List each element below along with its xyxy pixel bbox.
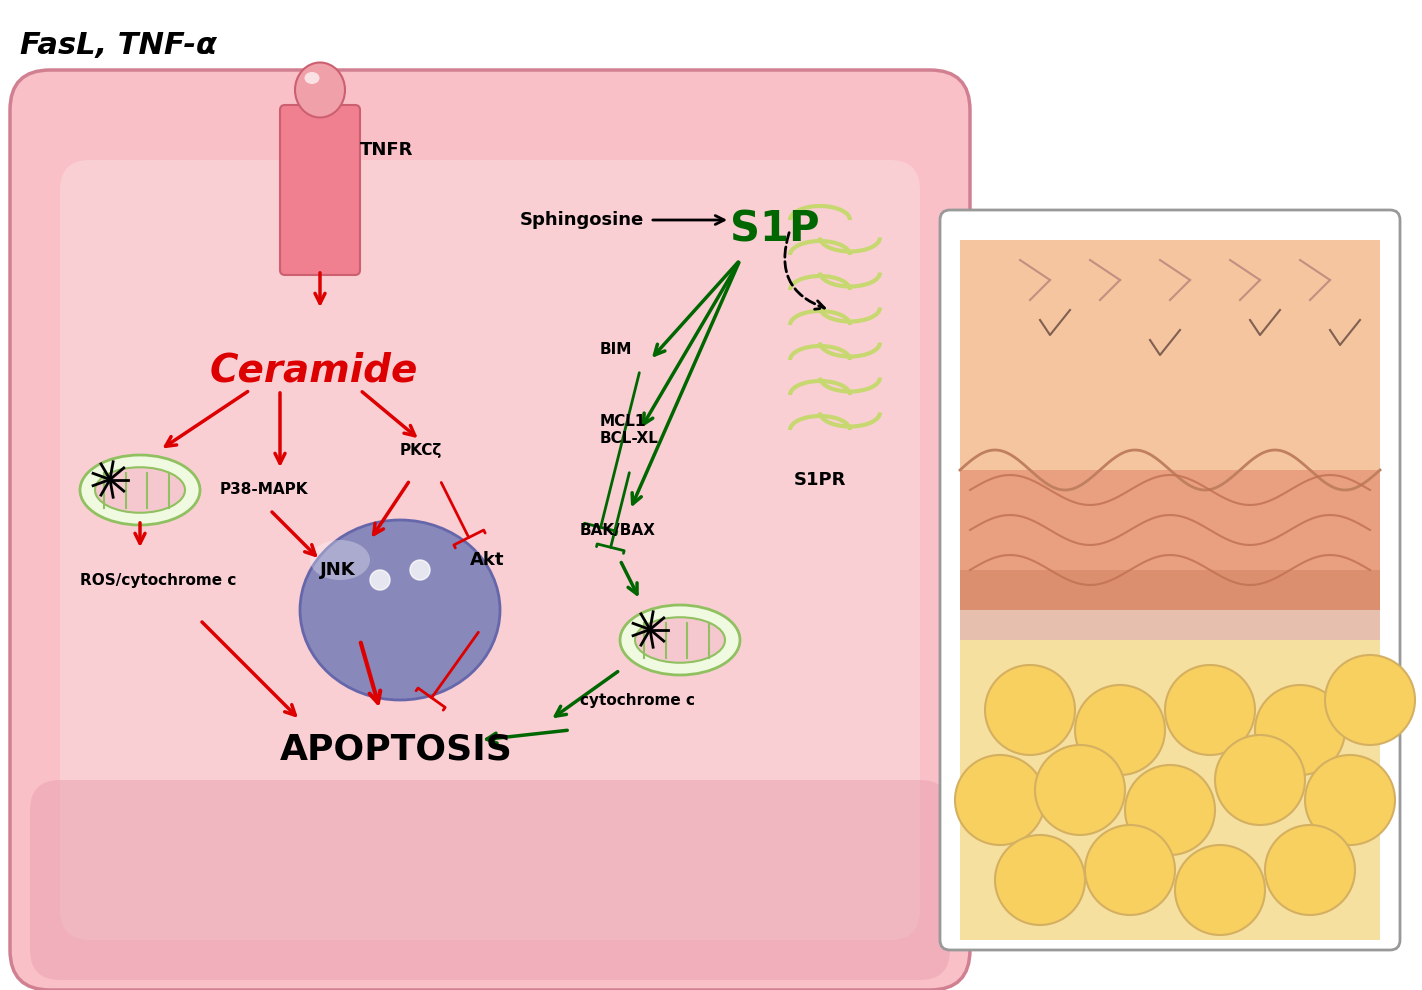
Circle shape	[1165, 665, 1256, 755]
Text: P38-MAPK: P38-MAPK	[220, 482, 309, 498]
FancyBboxPatch shape	[960, 240, 1379, 470]
Circle shape	[1035, 745, 1125, 835]
Circle shape	[1085, 825, 1175, 915]
Text: PKCζ: PKCζ	[400, 443, 442, 457]
Circle shape	[1075, 685, 1165, 775]
Text: TNFR: TNFR	[360, 141, 414, 159]
Text: cytochrome c: cytochrome c	[580, 692, 695, 708]
Circle shape	[410, 560, 429, 580]
Circle shape	[1266, 825, 1355, 915]
Text: S1PR: S1PR	[793, 471, 846, 489]
Circle shape	[956, 755, 1045, 845]
Ellipse shape	[95, 467, 185, 513]
Ellipse shape	[636, 617, 725, 662]
Circle shape	[985, 665, 1075, 755]
Text: Sphingosine: Sphingosine	[520, 211, 644, 229]
FancyBboxPatch shape	[10, 70, 970, 990]
Text: Ceramide: Ceramide	[210, 351, 418, 389]
Circle shape	[1325, 655, 1415, 745]
Ellipse shape	[310, 540, 370, 580]
Ellipse shape	[80, 455, 201, 525]
Ellipse shape	[300, 520, 501, 700]
Text: BIM: BIM	[600, 343, 633, 357]
Bar	[960, 570, 1379, 650]
Text: APOPTOSIS: APOPTOSIS	[280, 733, 513, 767]
FancyBboxPatch shape	[30, 780, 950, 980]
Circle shape	[1256, 685, 1345, 775]
Circle shape	[1125, 765, 1214, 855]
Bar	[960, 640, 1379, 940]
Circle shape	[1214, 735, 1305, 825]
Text: JNK: JNK	[320, 561, 356, 579]
Ellipse shape	[294, 62, 346, 118]
Text: FasL, TNF-α: FasL, TNF-α	[20, 31, 218, 60]
Circle shape	[1175, 845, 1266, 935]
FancyBboxPatch shape	[60, 160, 920, 940]
Ellipse shape	[620, 605, 739, 675]
Circle shape	[1305, 755, 1395, 845]
Circle shape	[995, 835, 1085, 925]
FancyBboxPatch shape	[940, 210, 1401, 950]
Text: ROS/cytochrome c: ROS/cytochrome c	[80, 572, 236, 587]
Ellipse shape	[304, 72, 320, 84]
FancyBboxPatch shape	[280, 105, 360, 275]
Text: S1P: S1P	[729, 209, 819, 251]
Circle shape	[370, 570, 390, 590]
Bar	[960, 470, 1379, 610]
Text: BAK/BAX: BAK/BAX	[580, 523, 656, 538]
Text: Akt: Akt	[471, 551, 505, 569]
Text: MCL1
BCL-XL: MCL1 BCL-XL	[600, 414, 658, 446]
